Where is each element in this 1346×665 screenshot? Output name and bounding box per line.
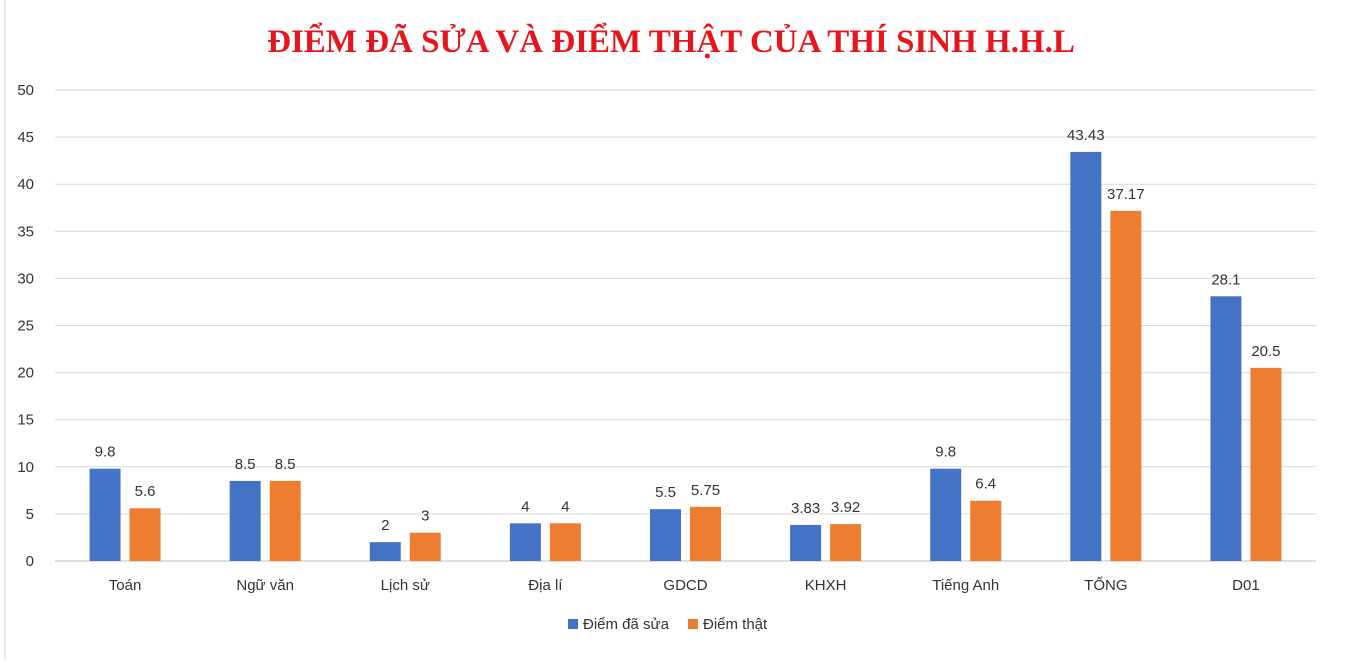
- data-label: 6.4: [975, 476, 996, 493]
- x-tick-label: Địa lí: [528, 577, 563, 594]
- legend-swatch: [568, 619, 578, 629]
- data-label: 5.6: [135, 483, 156, 500]
- y-tick-label: 40: [17, 176, 34, 193]
- bar: [409, 532, 441, 561]
- data-label: 37.17: [1107, 186, 1145, 203]
- y-tick-label: 0: [26, 553, 34, 570]
- data-label: 8.5: [275, 456, 296, 473]
- data-label: 8.5: [235, 456, 256, 473]
- bar: [1070, 151, 1102, 561]
- data-label: 43.43: [1067, 127, 1105, 144]
- y-tick-label: 35: [17, 223, 34, 240]
- y-tick-label: 25: [17, 318, 34, 335]
- data-label: 3: [421, 508, 429, 525]
- x-tick-label: Tiếng Anh: [932, 577, 999, 594]
- legend-label: Điểm thật: [703, 616, 768, 633]
- legend-label: Điểm đã sửa: [583, 616, 670, 633]
- data-label: 3.83: [791, 500, 820, 517]
- bar: [549, 523, 581, 561]
- bar: [369, 542, 401, 561]
- y-tick-label: 20: [17, 365, 34, 382]
- bar: [1250, 367, 1282, 561]
- data-label: 5.75: [691, 482, 720, 499]
- legend: Điểm đã sửa Điểm thật: [568, 616, 768, 633]
- y-axis-ticks: 0 5 10 15 20 25 30 35 40 45 50: [17, 82, 34, 570]
- x-tick-label: Toán: [109, 577, 142, 594]
- y-tick-label: 15: [17, 412, 34, 429]
- gridlines: [4, 0, 1316, 660]
- data-label: 28.1: [1211, 271, 1240, 288]
- x-axis-ticks: Toán Ngữ văn Lịch sử Địa lí GDCD KHXH Tiếng An…: [109, 576, 1260, 594]
- bar: [1210, 296, 1242, 561]
- bar: [269, 480, 301, 561]
- bar: [1110, 210, 1142, 562]
- bar: [690, 506, 721, 561]
- y-tick-label: 30: [17, 270, 34, 287]
- data-label: 9.8: [95, 444, 116, 461]
- x-tick-label: Lịch sử: [381, 577, 430, 594]
- data-label: 3.92: [831, 499, 860, 516]
- bar: [830, 524, 862, 561]
- y-tick-label: 45: [17, 129, 34, 146]
- data-label: 9.8: [935, 444, 956, 461]
- bar: [650, 509, 681, 561]
- bar: [89, 468, 121, 561]
- bar: [229, 480, 261, 561]
- bar: [509, 523, 541, 561]
- bar: [129, 508, 161, 561]
- bars: [89, 151, 1282, 562]
- x-tick-label: D01: [1232, 577, 1260, 594]
- bar: [930, 468, 962, 561]
- bar: [790, 524, 822, 561]
- y-tick-label: 5: [26, 506, 34, 523]
- x-tick-label: KHXH: [805, 577, 847, 594]
- bar: [970, 500, 1002, 561]
- x-tick-label: TỔNG: [1084, 576, 1127, 594]
- y-tick-label: 10: [17, 459, 34, 476]
- data-label: 2: [381, 517, 389, 534]
- y-tick-label: 50: [17, 82, 34, 99]
- data-label: 4: [521, 498, 529, 515]
- data-label: 20.5: [1251, 343, 1280, 360]
- x-tick-label: GDCD: [663, 577, 707, 594]
- data-label: 4: [561, 498, 569, 515]
- chart-title: ĐIỂM ĐÃ SỬA VÀ ĐIỂM THẬT CỦA THÍ SINH H.…: [267, 22, 1075, 60]
- data-labels: 9.8 5.6 8.5 8.5 2 3 4 4 5.5 5.75 3.83 3.92 9.8 6.4 43.…: [95, 127, 1281, 534]
- data-label: 5.5: [655, 484, 676, 501]
- legend-swatch: [688, 619, 698, 629]
- x-tick-label: Ngữ văn: [236, 577, 294, 594]
